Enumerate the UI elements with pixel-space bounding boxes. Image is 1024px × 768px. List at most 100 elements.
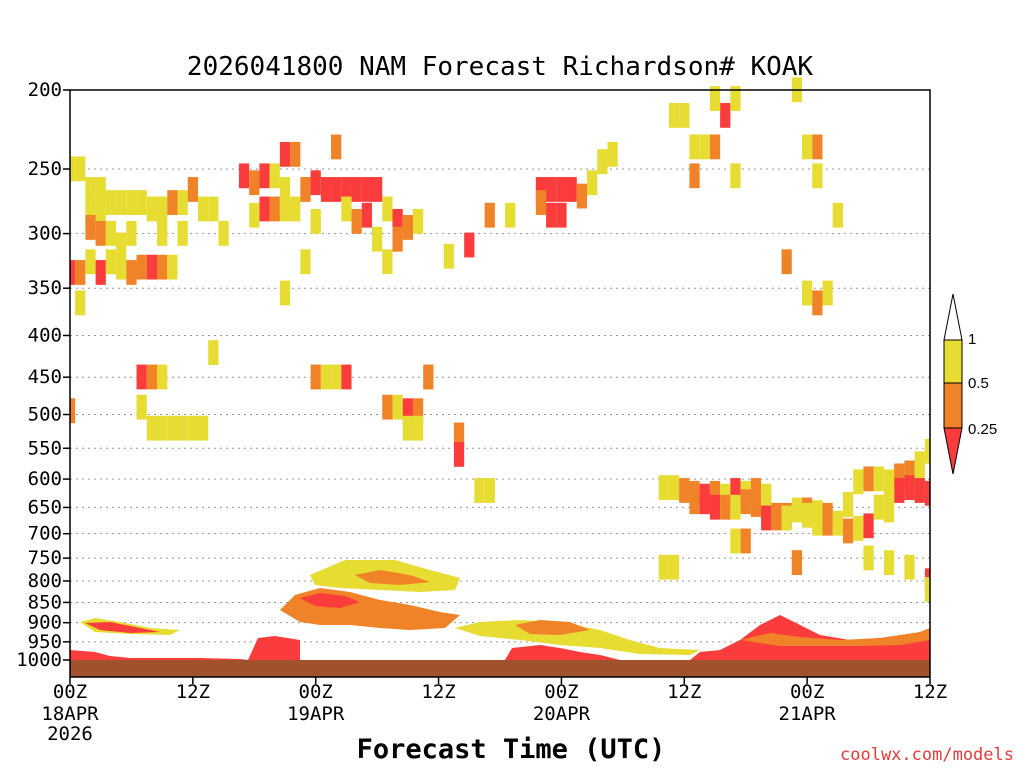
cell-99 — [812, 163, 823, 189]
cell-86 — [668, 102, 680, 128]
cell-8 — [126, 190, 137, 215]
legend-top-arrow — [943, 293, 963, 341]
cell-10 — [146, 196, 158, 222]
cell-5 — [95, 196, 106, 222]
cell-39 — [259, 163, 270, 189]
cell-16 — [208, 196, 219, 222]
cell-137 — [709, 480, 721, 506]
x-axis-label: Forecast Time (UTC) — [357, 734, 666, 765]
cell-14 — [187, 177, 198, 202]
cell-52 — [331, 177, 342, 202]
cell-160 — [802, 502, 813, 528]
cell-172 — [904, 460, 915, 486]
cell-186 — [924, 577, 930, 602]
cell-97 — [689, 163, 700, 189]
cell-164 — [842, 518, 854, 544]
y-tick-label-650: 650 — [28, 496, 62, 518]
cell-13 — [177, 190, 188, 215]
cell-145 — [709, 494, 721, 520]
cell-68 — [279, 280, 291, 306]
cell-76 — [566, 177, 577, 202]
cell-157 — [761, 505, 772, 531]
x-tick-year-0: 2026 — [47, 723, 93, 745]
cell-9 — [136, 190, 147, 215]
low-orange-core — [355, 570, 430, 585]
legend-band-orange — [943, 382, 963, 429]
y-tick-label-750: 750 — [28, 547, 62, 569]
cell-30 — [136, 254, 147, 280]
cell-110 — [331, 364, 342, 390]
low-orange-band — [280, 588, 460, 630]
cell-54 — [351, 177, 362, 202]
cell-129 — [453, 442, 465, 467]
cell-134 — [679, 478, 690, 503]
low-red-patch-3 — [690, 615, 930, 660]
cell-139 — [730, 478, 741, 503]
cell-70 — [382, 249, 393, 275]
cell-162 — [822, 510, 833, 536]
cell-103 — [812, 290, 823, 316]
low-red-patch-1 — [248, 636, 300, 660]
low-red-patch-2 — [505, 645, 620, 660]
y-tick-label-700: 700 — [28, 523, 62, 545]
cell-81 — [535, 190, 547, 215]
cell-49 — [300, 177, 311, 202]
cell-66 — [372, 226, 383, 252]
site-credit: coolwx.com/models — [840, 745, 1014, 765]
cell-168 — [863, 466, 874, 492]
cell-191 — [842, 492, 854, 517]
y-tick-label-350: 350 — [28, 277, 62, 299]
cell-74 — [546, 177, 557, 202]
cell-101 — [781, 249, 792, 275]
cell-71 — [484, 202, 495, 228]
legend-label-2: 0.25 — [968, 421, 997, 438]
cell-22 — [157, 220, 168, 246]
cell-165 — [853, 515, 864, 541]
cell-83 — [607, 141, 618, 167]
x-tick-label-2: 00Z — [299, 681, 333, 703]
x-tick-label-1: 12Z — [176, 681, 210, 703]
cell-118 — [136, 394, 147, 420]
cell-75 — [556, 177, 567, 202]
cell-182 — [863, 545, 874, 571]
cell-64 — [412, 208, 424, 234]
cell-133 — [668, 475, 680, 501]
cell-125 — [208, 340, 219, 365]
cell-38 — [249, 170, 260, 196]
cell-51 — [320, 177, 332, 202]
cell-24 — [75, 260, 86, 285]
cell-4 — [85, 196, 96, 222]
cell-33 — [167, 254, 178, 280]
cell-15 — [197, 196, 209, 222]
cell-115 — [412, 398, 424, 424]
cell-43 — [279, 196, 291, 222]
y-tick-label-500: 500 — [28, 404, 62, 426]
y-tick-label-550: 550 — [28, 437, 62, 459]
y-tick-label-200: 200 — [28, 79, 62, 101]
x-tick-label-0: 00Z — [53, 681, 87, 703]
cell-69 — [300, 249, 311, 275]
cell-20 — [116, 232, 127, 258]
x-tick-label-6: 00Z — [790, 681, 824, 703]
cell-23 — [70, 260, 76, 285]
cell-11 — [157, 196, 168, 222]
legend-label-1: 0.5 — [968, 375, 989, 392]
cell-105 — [136, 364, 147, 390]
legend-bottom-arrow — [943, 427, 963, 475]
cell-61 — [382, 196, 393, 222]
cell-82 — [597, 149, 608, 175]
x-tick-label-5: 12Z — [667, 681, 701, 703]
cell-36 — [218, 220, 229, 246]
cell-180 — [924, 438, 930, 464]
cell-131 — [484, 478, 495, 503]
y-tick-label-1000: 1000 — [16, 649, 62, 671]
cell-98 — [730, 163, 741, 189]
cell-18 — [95, 220, 106, 246]
y-tick-label-450: 450 — [28, 366, 62, 388]
y-tick-label-950: 950 — [28, 631, 62, 653]
cell-130 — [474, 478, 485, 503]
cell-183 — [883, 550, 895, 575]
cell-31 — [146, 254, 158, 280]
